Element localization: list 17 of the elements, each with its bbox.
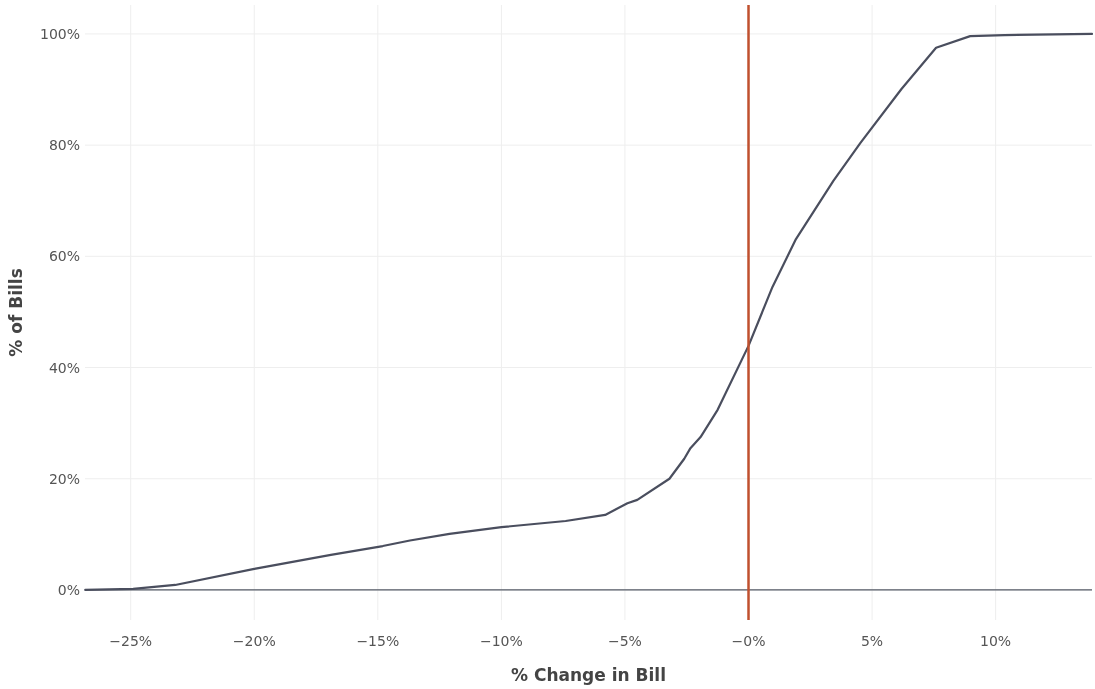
x-tick-label: −20% <box>232 633 276 649</box>
x-tick-label: −15% <box>356 633 400 649</box>
y-tick-label: 40% <box>48 359 80 376</box>
y-axis-title: % of Bills <box>6 268 26 357</box>
y-tick-label: 60% <box>48 248 80 265</box>
y-tick-label: 100% <box>39 25 80 42</box>
x-tick-label: −25% <box>109 633 153 649</box>
x-axis-title: % Change in Bill <box>510 665 667 685</box>
y-tick-label: 0% <box>57 581 80 598</box>
x-tick-label: −0% <box>731 633 766 649</box>
line-series <box>84 32 1094 592</box>
x-tick-label: 10% <box>980 633 1012 649</box>
x-tick-label: −5% <box>607 633 642 649</box>
y-tick-label: 20% <box>48 470 80 487</box>
x-tick-label: 5% <box>860 633 884 649</box>
x-tick-label: −10% <box>479 633 523 649</box>
y-tick-label: 80% <box>48 137 80 154</box>
